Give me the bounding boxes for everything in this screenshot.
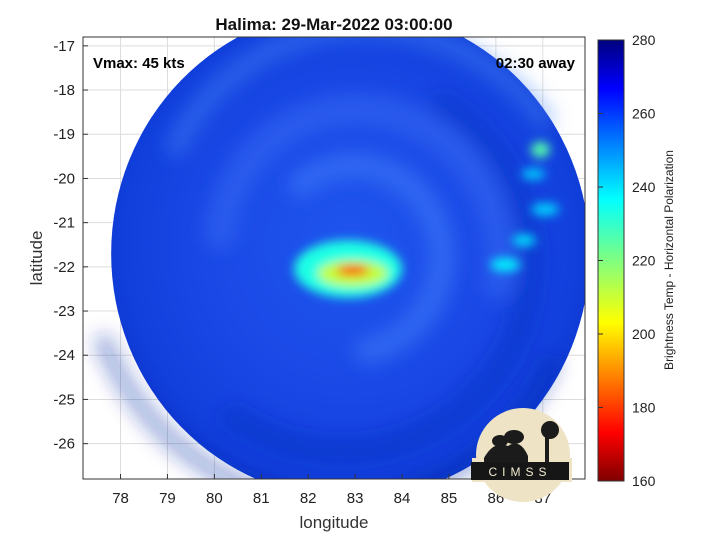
y-tick-label: -26 <box>53 436 75 453</box>
y-tick-label: -21 <box>53 215 75 232</box>
convection-cell <box>512 234 536 247</box>
x-axis-label: longitude <box>299 513 368 532</box>
chart-title: Halima: 29-Mar-2022 03:00:00 <box>215 15 452 34</box>
spiral-band <box>288 152 455 364</box>
y-tick-label: -23 <box>53 303 75 320</box>
y-tick-label: -20 <box>53 170 75 187</box>
x-tick-label: 82 <box>300 490 317 507</box>
y-tick-label: -17 <box>53 38 75 55</box>
colorbar-tick-label: 240 <box>632 179 656 195</box>
cimss-logo: CIMSS <box>471 408 572 502</box>
colorbar-tick-label: 160 <box>632 473 656 489</box>
convection-cell <box>336 265 370 276</box>
y-tick-labels: -17 -18 -19 -20 -21 -22 -23 -24 -25 -26 <box>53 38 88 453</box>
convection-features <box>294 141 560 298</box>
colorbar-tick-label: 260 <box>632 106 656 122</box>
spiral-band <box>165 37 555 158</box>
colorbar-label: Brightness Temp - Horizontal Polarizatio… <box>662 150 676 370</box>
x-tick-label: 81 <box>253 490 270 507</box>
x-tick-label: 79 <box>159 490 176 507</box>
time-offset-annotation: 02:30 away <box>496 55 576 72</box>
colorbar-tick-label: 280 <box>632 32 656 48</box>
y-tick-label: -18 <box>53 82 75 99</box>
x-tick-label: 84 <box>394 490 411 507</box>
y-tick-label: -19 <box>53 126 75 143</box>
convection-cell <box>531 141 550 158</box>
y-tick-label: -25 <box>53 391 75 408</box>
spiral-band <box>205 94 516 300</box>
colorbar-tick-label: 200 <box>632 326 656 342</box>
x-tick-label: 85 <box>441 490 458 507</box>
swath-layer <box>94 37 585 479</box>
x-tick-label: 83 <box>347 490 364 507</box>
spiral-band <box>220 92 544 465</box>
convection-cell <box>490 258 521 272</box>
colorbar-tick-label: 180 <box>632 400 656 416</box>
colorbar-tick-labels: 160 180 200 220 240 260 280 <box>598 32 656 489</box>
colorbar-tick-label: 220 <box>632 253 656 269</box>
convection-cell <box>521 168 546 180</box>
plot-frame <box>82 36 586 480</box>
y-axis-label: latitude <box>27 231 46 286</box>
y-tick-label: -24 <box>53 347 75 364</box>
x-tick-label: 78 <box>112 490 129 507</box>
y-tick-label: -22 <box>53 259 75 276</box>
x-tick-label: 80 <box>206 490 223 507</box>
convection-cell <box>531 203 560 216</box>
vmax-annotation: Vmax: 45 kts <box>93 55 185 72</box>
x-tick-labels: 78 79 80 81 82 83 84 85 86 87 <box>112 474 551 507</box>
logo-text: CIMSS <box>488 465 551 479</box>
